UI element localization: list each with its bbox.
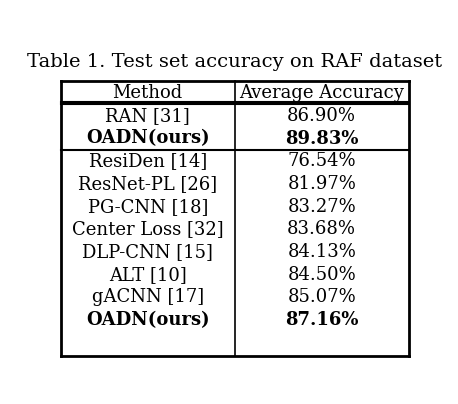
Text: 87.16%: 87.16% bbox=[285, 311, 359, 329]
Text: PG-CNN [18]: PG-CNN [18] bbox=[87, 198, 208, 216]
Text: OADN(ours): OADN(ours) bbox=[86, 311, 210, 329]
Text: ALT [10]: ALT [10] bbox=[109, 266, 187, 284]
Text: 84.13%: 84.13% bbox=[287, 243, 356, 261]
Text: ResiDen [14]: ResiDen [14] bbox=[89, 152, 207, 170]
Text: Average Accuracy: Average Accuracy bbox=[239, 84, 404, 102]
Text: ResNet-PL [26]: ResNet-PL [26] bbox=[78, 175, 218, 193]
Text: Table 1. Test set accuracy on RAF dataset: Table 1. Test set accuracy on RAF datase… bbox=[27, 53, 442, 71]
Text: 89.83%: 89.83% bbox=[285, 130, 359, 147]
Text: 76.54%: 76.54% bbox=[287, 152, 356, 170]
Text: gACNN [17]: gACNN [17] bbox=[92, 288, 204, 307]
Text: DLP-CNN [15]: DLP-CNN [15] bbox=[82, 243, 213, 261]
Text: OADN(ours): OADN(ours) bbox=[86, 130, 210, 147]
Text: Method: Method bbox=[113, 84, 183, 102]
Text: 81.97%: 81.97% bbox=[287, 175, 356, 193]
Text: 83.27%: 83.27% bbox=[287, 198, 356, 216]
Text: Center Loss [32]: Center Loss [32] bbox=[72, 220, 224, 238]
Text: 86.90%: 86.90% bbox=[287, 107, 356, 125]
Text: 84.50%: 84.50% bbox=[287, 266, 356, 284]
Text: 85.07%: 85.07% bbox=[287, 288, 356, 307]
Text: RAN [31]: RAN [31] bbox=[105, 107, 190, 125]
Text: 83.68%: 83.68% bbox=[287, 220, 356, 238]
